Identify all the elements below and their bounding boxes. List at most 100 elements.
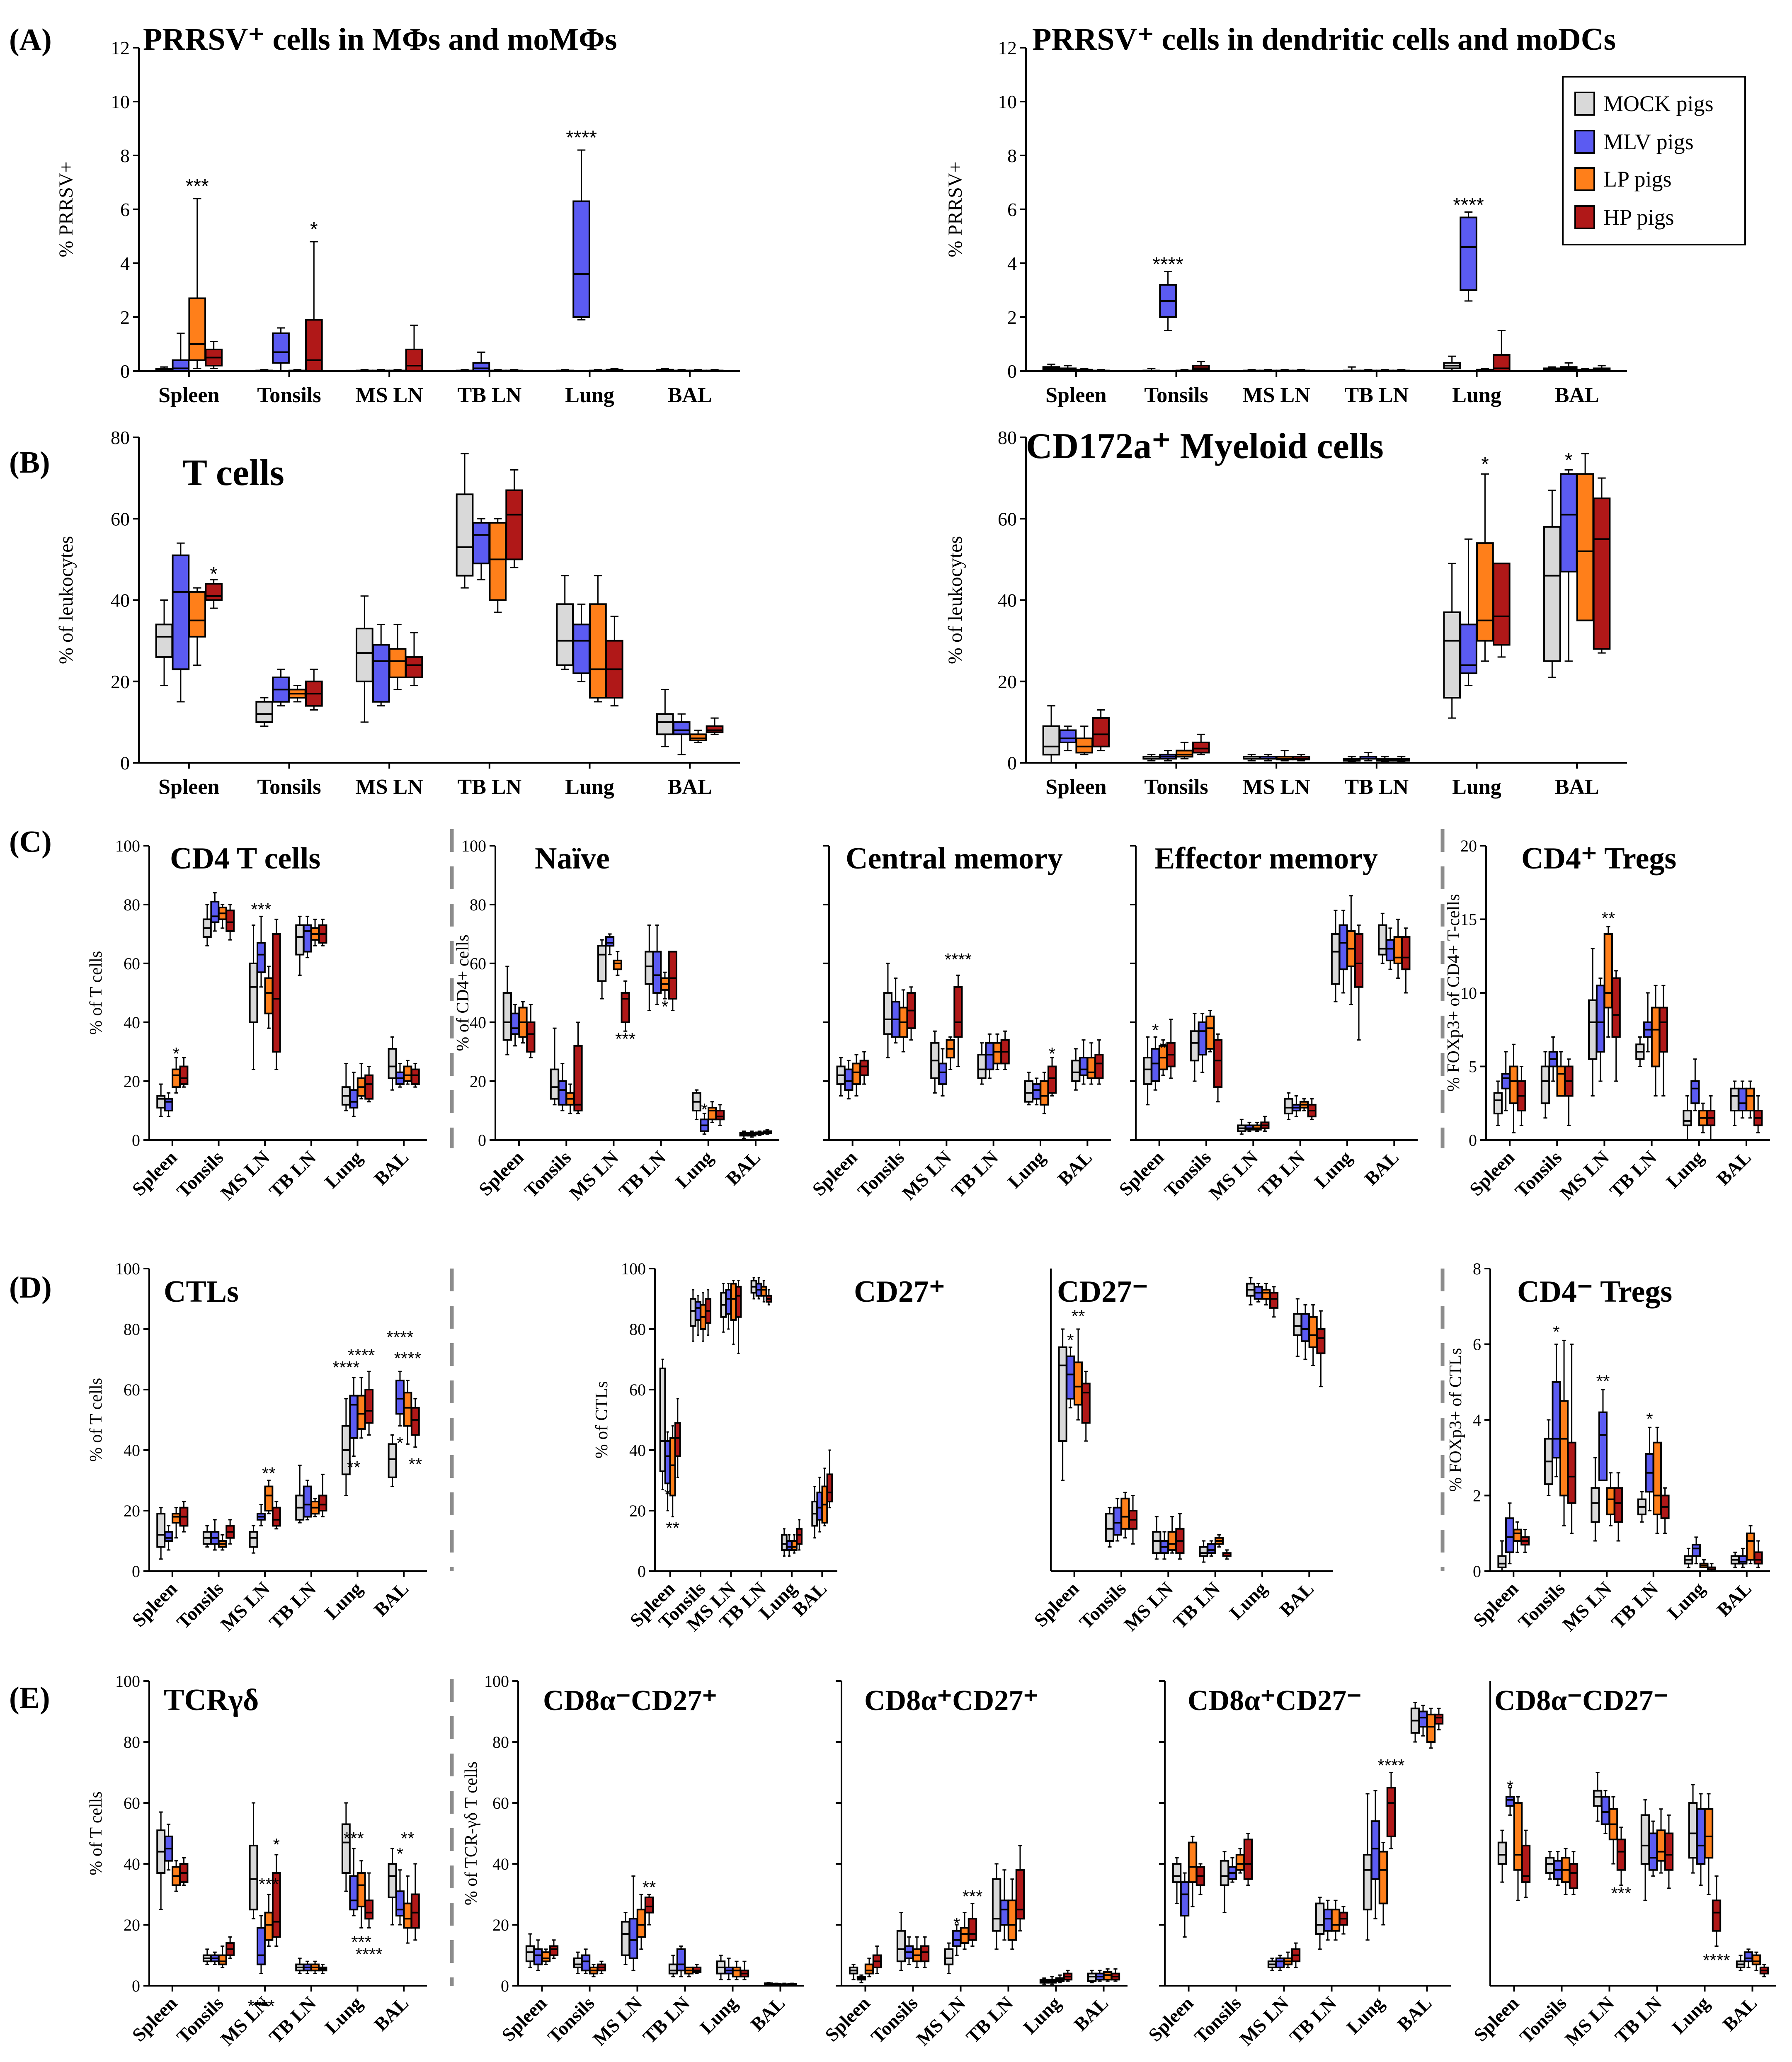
y-tick-label: 2 [1473, 1487, 1481, 1505]
box-iqr [1363, 1853, 1372, 1911]
box-mlv [533, 1939, 543, 1971]
y-tick-label: 80 [629, 1320, 646, 1339]
box-mlv [1159, 271, 1177, 331]
box-iqr [656, 713, 674, 735]
box-iqr [1059, 729, 1077, 743]
box-lp [1426, 1708, 1436, 1749]
panel-title: CD27⁺ [854, 1275, 945, 1309]
box-iqr [549, 1945, 559, 1956]
box-hp [1401, 927, 1411, 994]
box-iqr [1284, 1098, 1293, 1115]
box-mock [1024, 1072, 1034, 1106]
significance-marker: ** [666, 1518, 679, 1538]
box-mlv [1323, 1899, 1333, 1941]
row-label-b: (B) [9, 446, 50, 480]
box-iqr [472, 362, 490, 372]
box-mlv [472, 352, 490, 372]
box-lp [1040, 1072, 1049, 1114]
y-tick-label: 80 [492, 1733, 509, 1751]
box-hp [1092, 369, 1110, 372]
box-iqr [272, 332, 290, 364]
box-iqr [1269, 1292, 1279, 1309]
box-mock [249, 924, 258, 1070]
box-iqr [388, 1863, 397, 1898]
box-iqr [1386, 1787, 1396, 1837]
box-iqr [977, 1054, 987, 1079]
box-lp [669, 1425, 676, 1518]
box-iqr [1081, 1383, 1091, 1424]
box-iqr [410, 1407, 420, 1436]
box-iqr [1308, 1316, 1318, 1348]
y-tick-label: 20 [124, 1072, 140, 1091]
box-iqr [597, 945, 607, 982]
box-iqr [403, 1902, 412, 1929]
box-iqr [372, 644, 390, 703]
significance-marker: *** [186, 175, 209, 197]
box-iqr [645, 951, 654, 985]
box-mlv [999, 1869, 1009, 1941]
row-label-d: (D) [9, 1271, 52, 1305]
box-mlv [700, 1113, 709, 1135]
panel-title: Central memory [846, 842, 1063, 876]
box-iqr [1354, 933, 1364, 988]
box-hp [305, 668, 323, 711]
box-mock [202, 1948, 212, 1965]
box-hp [1564, 1058, 1574, 1126]
box-hp [715, 1104, 725, 1126]
box-lp [1376, 369, 1394, 372]
box-mlv [747, 1130, 757, 1138]
y-tick-label: 80 [998, 427, 1017, 448]
box-iqr [1559, 1400, 1569, 1497]
box-lp [188, 198, 206, 369]
legend-label-hp: HP pigs [1603, 205, 1674, 230]
box-hp [364, 1872, 374, 1929]
y-tick-label: 100 [115, 837, 140, 855]
box-iqr [1683, 1110, 1692, 1126]
row-labels: (A) (B) (C) (D) (E) [9, 23, 52, 1715]
y-tick-label: 8 [120, 145, 130, 166]
box-hp [826, 1449, 833, 1509]
box-iqr [264, 1485, 274, 1512]
x-category-label: Lung [1452, 383, 1501, 407]
box-mock [1635, 1036, 1645, 1067]
x-category-label: Spleen [158, 383, 219, 407]
box-lp [700, 1292, 706, 1342]
panel-title: CD8α⁻CD27⁺ [543, 1685, 717, 1717]
box-mock [1363, 1793, 1372, 1941]
y-tick-label: 0 [120, 361, 130, 382]
box-hp [968, 1903, 977, 1947]
box-mlv [1559, 469, 1578, 662]
panel-title: CD4⁺ Tregs [1521, 842, 1676, 876]
box-iqr [676, 1948, 686, 1972]
significance-marker: **** [1703, 1950, 1730, 1970]
box-lp [289, 685, 306, 703]
box-mock [1071, 1048, 1081, 1091]
box-iqr [1378, 1851, 1388, 1904]
significance-marker: ** [408, 1455, 422, 1474]
box-iqr [1567, 1441, 1576, 1504]
y-tick-label: 6 [1473, 1335, 1481, 1354]
box-mlv [1198, 1013, 1207, 1073]
box-mlv [1180, 1872, 1190, 1938]
box-iqr [318, 1494, 327, 1511]
box-mlv [1598, 1389, 1608, 1481]
box-mock [1443, 355, 1461, 372]
box-lp [1746, 1525, 1756, 1565]
box-iqr [472, 522, 490, 565]
box-iqr [1688, 1802, 1698, 1859]
box-iqr [1651, 1007, 1661, 1067]
box-iqr [938, 1063, 948, 1085]
box-mock [341, 1398, 351, 1496]
y-tick-label: 0 [132, 1131, 140, 1150]
box-hp [1192, 733, 1210, 755]
box-iqr [1393, 936, 1403, 965]
box-mock [739, 1130, 749, 1139]
box-mock [1543, 366, 1561, 372]
box-hp [1593, 477, 1611, 654]
y-axis-label: % PRRSV+ [944, 161, 966, 257]
box-mlv [257, 915, 266, 988]
box-lp [489, 369, 507, 372]
box-hp [1660, 1487, 1670, 1534]
legend-swatch-mock [1574, 92, 1595, 116]
box-iqr [786, 1540, 793, 1551]
